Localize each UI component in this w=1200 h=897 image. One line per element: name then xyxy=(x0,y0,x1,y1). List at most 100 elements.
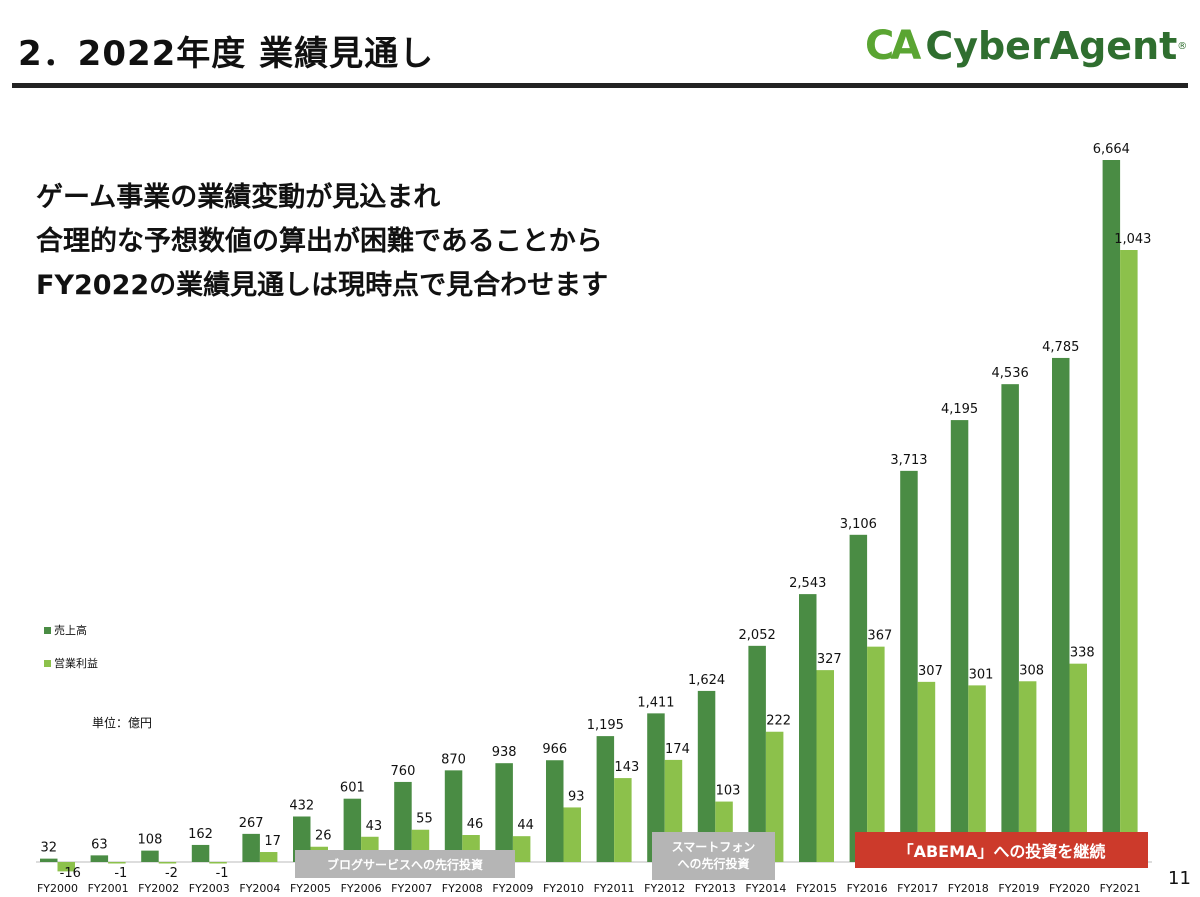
data-label-sales: 870 xyxy=(441,752,466,767)
x-tick-label: FY2008 xyxy=(442,882,483,895)
legend-item-op: 営業利益 xyxy=(44,655,98,671)
bar-sales xyxy=(343,798,362,862)
bar-operating-profit xyxy=(108,862,126,864)
x-tick-label: FY2016 xyxy=(847,882,888,895)
bar-sales xyxy=(849,534,868,862)
annotation-abema: 「ABEMA」への投資を継続 xyxy=(855,832,1148,868)
data-label-sales: 4,536 xyxy=(992,366,1029,381)
x-tick-label: FY2020 xyxy=(1049,882,1090,895)
x-tick-label: FY2010 xyxy=(543,882,584,895)
data-label-operating-profit: 46 xyxy=(467,817,484,832)
bar-sales xyxy=(444,770,463,862)
data-label-operating-profit: 103 xyxy=(716,784,741,799)
bar-sales xyxy=(242,833,260,862)
data-label-operating-profit: 222 xyxy=(766,714,791,729)
bar-operating-profit xyxy=(1120,250,1138,862)
bar-operating-profit xyxy=(563,807,581,862)
x-tick-label: FY2019 xyxy=(998,882,1039,895)
legend-swatch xyxy=(44,659,51,667)
logo-text: CyberAgent xyxy=(925,24,1178,68)
cyberagent-logo: CA CyberAgent ® xyxy=(865,18,1187,74)
bar-sales xyxy=(495,763,513,862)
data-label-sales: 2,052 xyxy=(739,628,776,643)
bar-operating-profit xyxy=(1018,681,1037,862)
x-tick-label: FY2006 xyxy=(341,882,382,895)
legend-label: 営業利益 xyxy=(54,657,98,670)
data-label-operating-profit: 26 xyxy=(315,829,332,844)
bar-sales xyxy=(40,858,58,862)
legend-item-sales: 売上高 xyxy=(44,622,87,638)
bar-sales xyxy=(1001,384,1019,862)
data-label-operating-profit: 44 xyxy=(517,818,534,833)
data-label-operating-profit: 43 xyxy=(366,819,383,834)
data-label-sales: 4,785 xyxy=(1042,340,1079,355)
x-tick-label: FY2001 xyxy=(88,882,129,895)
message-line: 合理的な予想数値の算出が困難であることから xyxy=(36,226,603,257)
data-label-operating-profit: 367 xyxy=(867,629,892,644)
bar-sales xyxy=(900,470,918,862)
data-label-sales: 63 xyxy=(91,837,108,852)
bar-operating-profit xyxy=(867,646,885,862)
x-tick-label: FY2003 xyxy=(189,882,230,895)
x-tick-label: FY2011 xyxy=(594,882,635,895)
registered-mark: ® xyxy=(1177,40,1188,52)
bar-sales xyxy=(950,420,969,862)
bar-operating-profit xyxy=(765,731,784,862)
data-label-operating-profit: -16 xyxy=(60,866,81,881)
x-tick-label: FY2017 xyxy=(897,882,938,895)
legend-swatch xyxy=(44,626,51,634)
data-label-sales: 1,624 xyxy=(688,673,725,688)
bar-sales xyxy=(141,850,159,862)
x-tick-label: FY2009 xyxy=(492,882,533,895)
x-tick-label: FY2012 xyxy=(644,882,685,895)
data-label-operating-profit: 1,043 xyxy=(1114,232,1151,247)
data-label-operating-profit: 174 xyxy=(665,742,690,757)
data-label-operating-profit: -2 xyxy=(165,866,178,881)
x-tick-label: FY2015 xyxy=(796,882,837,895)
data-label-operating-profit: -1 xyxy=(114,866,127,881)
data-label-sales: 162 xyxy=(188,827,213,842)
bar-operating-profit xyxy=(1069,663,1087,862)
x-tick-label: FY2021 xyxy=(1100,882,1141,895)
bar-sales xyxy=(748,645,766,862)
data-label-sales: 6,664 xyxy=(1093,142,1130,157)
bar-sales xyxy=(799,594,817,862)
bar-operating-profit xyxy=(816,670,834,862)
data-label-operating-profit: 93 xyxy=(568,789,585,804)
data-label-operating-profit: 17 xyxy=(264,834,281,849)
x-tick-label: FY2018 xyxy=(948,882,989,895)
data-label-sales: 108 xyxy=(138,833,163,848)
x-tick-label: FY2014 xyxy=(745,882,786,895)
annotation-blog: ブログサービスへの先行投資 xyxy=(295,850,515,878)
bar-sales xyxy=(596,736,615,862)
bar-sales xyxy=(191,844,210,862)
x-tick-label: FY2004 xyxy=(239,882,280,895)
bar-operating-profit xyxy=(57,862,75,872)
message-line: ゲーム事業の業績変動が見込まれ xyxy=(36,182,441,213)
message: ゲーム事業の業績変動が見込まれ 合理的な予想数値の算出が困難であることから FY… xyxy=(36,176,608,308)
data-label-sales: 3,713 xyxy=(890,453,927,468)
data-label-sales: 3,106 xyxy=(840,517,877,532)
bar-sales xyxy=(647,713,665,862)
data-label-operating-profit: 301 xyxy=(969,667,994,682)
data-label-sales: 938 xyxy=(492,745,517,760)
bar-operating-profit xyxy=(968,685,986,862)
data-label-sales: 4,195 xyxy=(941,402,978,417)
x-tick-label: FY2005 xyxy=(290,882,331,895)
data-label-sales: 966 xyxy=(542,742,567,757)
data-label-operating-profit: 308 xyxy=(1019,663,1044,678)
message-line: FY2022の業績見通しは現時点で見合わせます xyxy=(36,270,609,301)
data-label-operating-profit: 55 xyxy=(416,812,433,827)
bar-operating-profit xyxy=(512,836,531,862)
data-label-operating-profit: 338 xyxy=(1070,646,1095,661)
data-label-sales: 32 xyxy=(40,841,57,856)
bar-sales xyxy=(90,855,109,862)
data-label-operating-profit: 143 xyxy=(614,760,639,775)
x-tick-label: FY2000 xyxy=(37,882,78,895)
data-label-sales: 2,543 xyxy=(789,576,826,591)
data-label-operating-profit: 307 xyxy=(918,664,943,679)
annotation-smartphone: スマートフォン への先行投資 xyxy=(652,832,775,880)
page-number: 11 xyxy=(1168,868,1191,889)
